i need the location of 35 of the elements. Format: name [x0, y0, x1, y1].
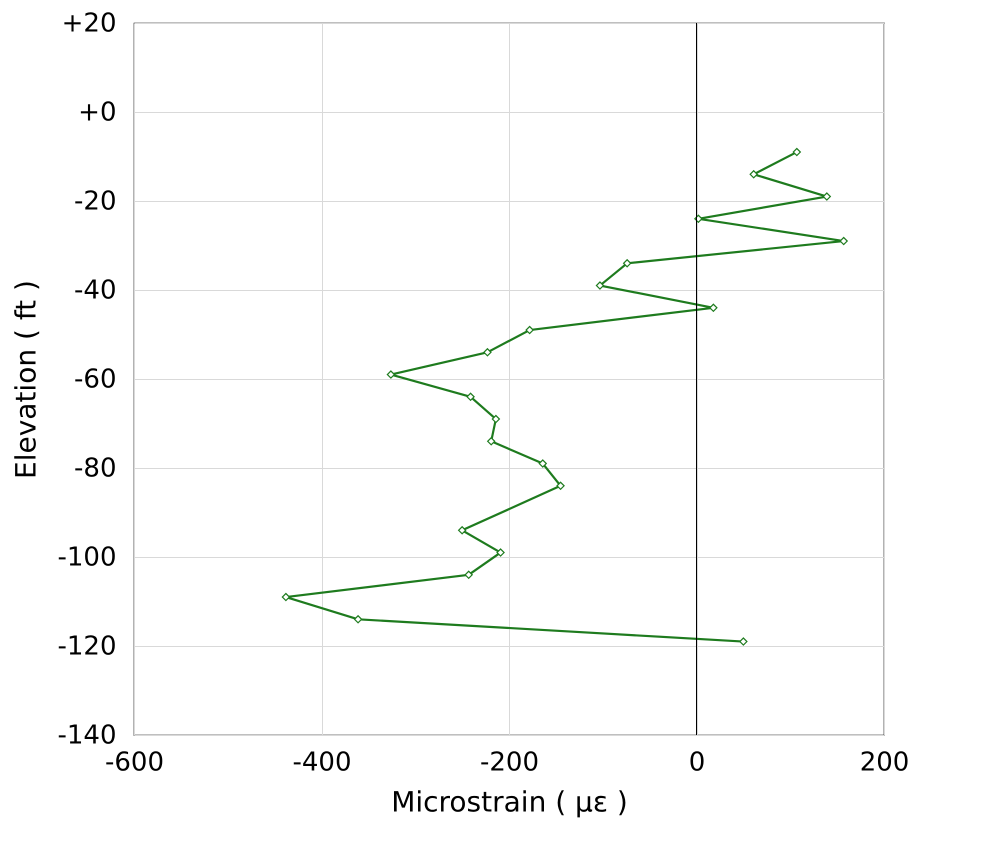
x-tick-label: 200	[860, 748, 910, 778]
point	[525, 326, 534, 334]
point	[538, 459, 547, 468]
y-tick-label: -120	[57, 632, 116, 662]
point	[739, 637, 748, 646]
x-axis-title: Microstrain ( με )	[391, 786, 628, 818]
point	[466, 392, 475, 401]
point	[492, 414, 500, 424]
y-tick-label: -80	[74, 454, 116, 484]
point	[840, 236, 848, 246]
point	[750, 170, 758, 178]
y-axis-title: Elevation ( ft )	[9, 280, 42, 479]
y-tick-label: -100	[57, 542, 116, 572]
point	[496, 548, 505, 557]
point	[709, 304, 718, 312]
point	[458, 526, 466, 534]
point	[386, 370, 396, 379]
point	[596, 281, 604, 290]
x-tick-label: 0	[688, 748, 706, 778]
point	[483, 348, 492, 356]
y-tick-label: +20	[62, 8, 116, 38]
x-tick-label: -200	[480, 748, 540, 778]
y-tick-label: -140	[57, 720, 116, 750]
point	[556, 482, 565, 490]
point	[354, 615, 362, 624]
y-tick-label: +0	[78, 98, 116, 128]
y-tick-label: -60	[74, 364, 116, 394]
point	[487, 437, 496, 446]
x-tick-label: -600	[104, 748, 164, 778]
x-tick-label: -400	[292, 748, 352, 778]
point	[792, 148, 801, 156]
y-tick-label: -20	[74, 186, 116, 216]
point	[622, 259, 632, 268]
point	[464, 570, 473, 579]
y-tick-label: -40	[74, 276, 116, 306]
